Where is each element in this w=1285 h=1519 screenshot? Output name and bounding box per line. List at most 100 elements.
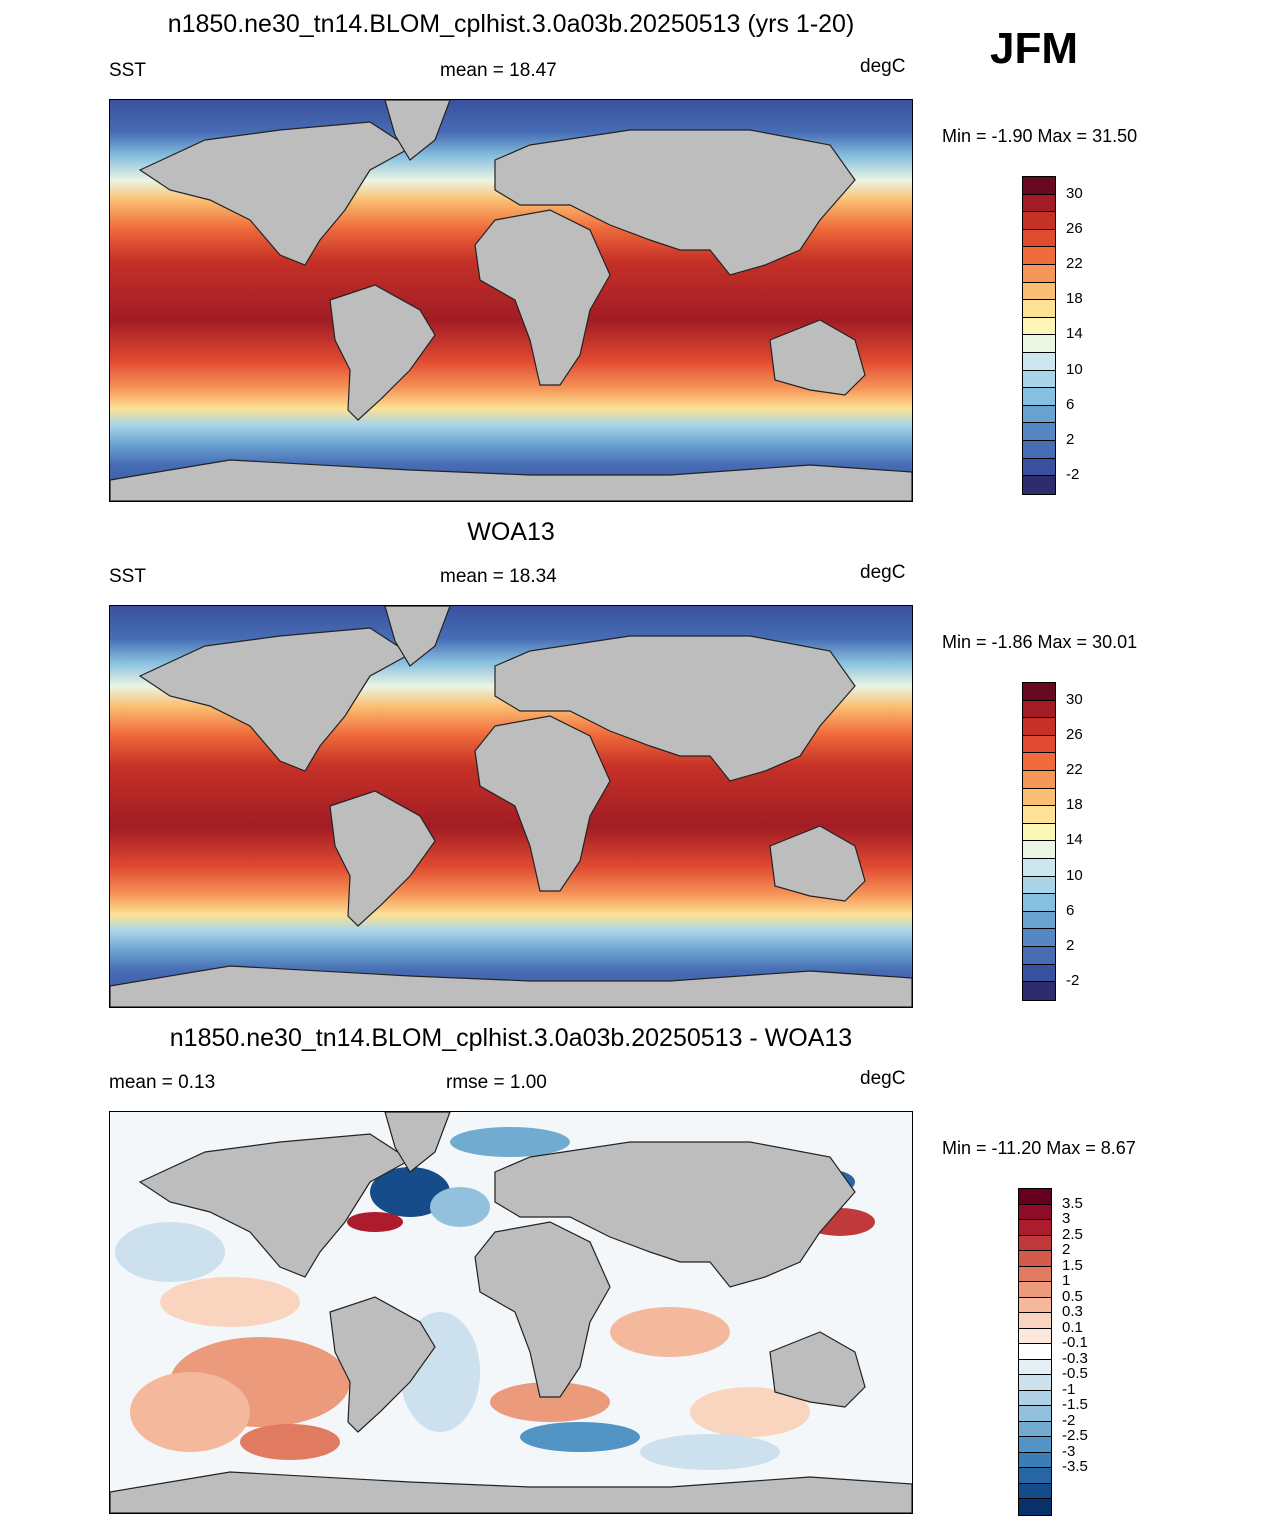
colorbar-swatch bbox=[1019, 1220, 1051, 1236]
minmax-label-diff: Min = -11.20 Max = 8.67 bbox=[942, 1138, 1136, 1158]
colorbar-swatch bbox=[1023, 405, 1055, 424]
colorbar-tick-label: 0.1 bbox=[1062, 1318, 1083, 1336]
colorbar-swatch bbox=[1019, 1421, 1051, 1437]
minmax-label-model: Min = -1.90 Max = 31.50 bbox=[942, 126, 1138, 146]
colorbar-tick-label: 14 bbox=[1066, 831, 1083, 849]
colorbar-swatch bbox=[1023, 788, 1055, 807]
sst-diff-svg bbox=[110, 1112, 912, 1513]
colorbar-swatch bbox=[1019, 1235, 1051, 1251]
colorbar-tick-label: 2 bbox=[1066, 937, 1075, 954]
map-model-sst bbox=[109, 99, 913, 502]
colorbar-tick-label: -3 bbox=[1062, 1442, 1076, 1460]
colorbar-swatch bbox=[1019, 1452, 1051, 1468]
colorbar-swatch bbox=[1019, 1204, 1051, 1220]
colorbar-swatch bbox=[1019, 1437, 1051, 1453]
colorbar-swatch bbox=[1019, 1328, 1051, 1344]
colorbar-swatch bbox=[1023, 352, 1055, 371]
land-mask bbox=[110, 1112, 912, 1513]
colorbar-swatch bbox=[1023, 440, 1055, 459]
colorbar-tick-label: 2.5 bbox=[1062, 1225, 1083, 1243]
colorbar-swatch bbox=[1019, 1344, 1051, 1360]
colorbar-swatch bbox=[1023, 806, 1055, 824]
panel-mean-label: mean = 18.34 bbox=[440, 566, 557, 587]
colorbar-swatch bbox=[1019, 1266, 1051, 1282]
colorbar-swatch bbox=[1019, 1189, 1051, 1205]
colorbar-tick-label: -2 bbox=[1062, 1411, 1076, 1429]
colorbar-swatch bbox=[1023, 982, 1055, 1000]
colorbar-swatch bbox=[1023, 282, 1055, 301]
colorbar-tick-label: 3.5 bbox=[1062, 1194, 1083, 1212]
colorbar-swatch bbox=[1023, 876, 1055, 895]
colorbar-swatch bbox=[1023, 423, 1055, 441]
colorbar-obs bbox=[1022, 682, 1056, 1001]
colorbar-swatch bbox=[1023, 894, 1055, 912]
colorbar-swatch bbox=[1023, 858, 1055, 877]
panel-field-label: SST bbox=[109, 60, 146, 81]
colorbar-swatch bbox=[1023, 753, 1055, 771]
panel-title-model: n1850.ne30_tn14.BLOM_cplhist.3.0a03b.202… bbox=[167, 10, 855, 38]
sst-field-svg bbox=[110, 606, 912, 1007]
colorbar-tick-label: -0.3 bbox=[1062, 1349, 1088, 1367]
colorbar-tick-label: 18 bbox=[1066, 290, 1083, 308]
colorbar-swatch bbox=[1023, 683, 1055, 701]
colorbar-tick-label: -3.5 bbox=[1062, 1458, 1088, 1475]
colorbar-swatch bbox=[1023, 264, 1055, 283]
colorbar-swatch bbox=[1023, 929, 1055, 947]
colorbar-swatch bbox=[1019, 1251, 1051, 1267]
colorbar-tick-label: 22 bbox=[1066, 255, 1083, 272]
panel-title-diff: n1850.ne30_tn14.BLOM_cplhist.3.0a03b.202… bbox=[169, 1024, 853, 1052]
colorbar-swatch bbox=[1023, 194, 1055, 213]
colorbar-tick-label: 10 bbox=[1066, 866, 1083, 884]
colorbar-tick-label: 30 bbox=[1066, 184, 1083, 202]
colorbar-tick-label: -1 bbox=[1062, 1380, 1076, 1398]
panel-rmse-label: rmse = 1.00 bbox=[446, 1072, 547, 1093]
colorbar-tick-label: 1.5 bbox=[1062, 1256, 1083, 1274]
season-label: JFM bbox=[990, 24, 1078, 73]
colorbar-tick-label: -1.5 bbox=[1062, 1396, 1088, 1413]
colorbar-tick-label: -0.1 bbox=[1062, 1334, 1088, 1351]
panel-units-label: degC bbox=[860, 1068, 906, 1089]
colorbar-swatch bbox=[1023, 177, 1055, 195]
colorbar-swatch bbox=[1023, 735, 1055, 754]
colorbar-swatch bbox=[1019, 1313, 1051, 1329]
panel-title-obs: WOA13 bbox=[467, 518, 555, 546]
colorbar-swatch bbox=[1023, 317, 1055, 336]
colorbar-tick-label: 0.3 bbox=[1062, 1303, 1083, 1320]
colorbar-tick-label: -2 bbox=[1066, 466, 1080, 484]
colorbar-swatch bbox=[1023, 911, 1055, 930]
map-diff-sst bbox=[109, 1111, 913, 1514]
colorbar-swatch bbox=[1023, 300, 1055, 318]
colorbar-swatch bbox=[1023, 770, 1055, 789]
colorbar-swatch bbox=[1019, 1359, 1051, 1375]
colorbar-tick-label: -0.5 bbox=[1062, 1365, 1088, 1382]
colorbar-tick-label: 6 bbox=[1066, 901, 1075, 919]
sst-field-svg bbox=[110, 100, 912, 501]
colorbar-tick-label: 30 bbox=[1066, 690, 1083, 708]
colorbar-swatch bbox=[1023, 370, 1055, 389]
colorbar-swatch bbox=[1019, 1390, 1051, 1406]
colorbar-swatch bbox=[1023, 458, 1055, 477]
colorbar-swatch bbox=[1019, 1375, 1051, 1391]
colorbar-swatch bbox=[1023, 229, 1055, 248]
panel-mean-label: mean = 0.13 bbox=[109, 1072, 216, 1093]
colorbar-swatch bbox=[1023, 964, 1055, 983]
colorbar-diff bbox=[1018, 1188, 1052, 1516]
land-mask bbox=[110, 100, 912, 501]
colorbar-swatch bbox=[1019, 1282, 1051, 1298]
colorbar-tick-label: 10 bbox=[1066, 360, 1083, 378]
colorbar-swatch bbox=[1019, 1406, 1051, 1422]
panel-units-label: degC bbox=[860, 562, 906, 583]
colorbar-tick-label: 3 bbox=[1062, 1210, 1071, 1227]
colorbar-swatch bbox=[1023, 476, 1055, 494]
panel-units-label: degC bbox=[860, 56, 906, 77]
colorbar-tick-label: 2 bbox=[1062, 1241, 1071, 1258]
colorbar-swatch bbox=[1023, 700, 1055, 719]
panel-mean-label: mean = 18.47 bbox=[440, 60, 557, 81]
colorbar-swatch bbox=[1023, 823, 1055, 842]
colorbar-swatch bbox=[1019, 1499, 1051, 1515]
colorbar-tick-label: 0.5 bbox=[1062, 1287, 1083, 1305]
colorbar-swatch bbox=[1023, 946, 1055, 965]
panel-field-label: SST bbox=[109, 566, 146, 587]
colorbar-tick-label: 6 bbox=[1066, 395, 1075, 413]
colorbar-swatch bbox=[1019, 1468, 1051, 1484]
